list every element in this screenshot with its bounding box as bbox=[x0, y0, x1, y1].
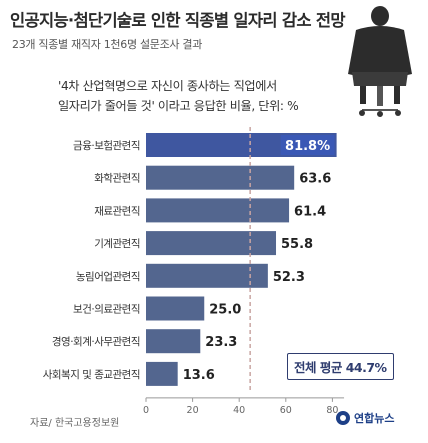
category-label: 기계관련직 bbox=[94, 238, 140, 250]
category-label: 농림어업관련직 bbox=[76, 270, 140, 283]
source-text: 자료/ 한국고용정보원 bbox=[30, 418, 120, 429]
chart-subtitle: 23개 직종별 재직자 1천6명 설문조사 결과 bbox=[12, 38, 203, 51]
x-tick-label: 20 bbox=[187, 405, 199, 416]
value-label: 52.3 bbox=[273, 270, 305, 285]
yonhap-logo: 연합뉴스 bbox=[336, 410, 394, 426]
value-label-background bbox=[280, 135, 335, 155]
chart-title: 인공지능·첨단기술로 인한 직종별 일자리 감소 전망 bbox=[10, 11, 346, 30]
x-tick-label: 80 bbox=[326, 405, 338, 416]
x-tick-label: 0 bbox=[143, 405, 149, 416]
x-tick-label: 40 bbox=[233, 405, 245, 416]
category-label: 금융·보험관련직 bbox=[73, 140, 140, 152]
chart-note: '4차 산업혁명으로 자신이 종사하는 직업에서 일자리가 줄어들 것' 이라고… bbox=[58, 76, 299, 116]
yonhap-logo-icon bbox=[336, 411, 350, 425]
category-label: 보건·의료관련직 bbox=[73, 304, 140, 316]
value-label: 13.6 bbox=[183, 368, 215, 383]
bars-group: 금융·보험관련직 81.8% 화학관련직 63.6 재료관련직 61.4 기계관련직 55.8… bbox=[43, 127, 345, 416]
bar bbox=[146, 165, 295, 190]
value-label: 81.8% bbox=[285, 139, 330, 154]
bar bbox=[146, 296, 205, 321]
average-label-box: 전체 평균 44.7% bbox=[287, 353, 394, 380]
bar bbox=[146, 329, 201, 354]
value-label: 63.6 bbox=[299, 172, 331, 187]
bar bbox=[146, 263, 268, 288]
category-label: 경영·회계·사무관련직 bbox=[52, 335, 140, 348]
note-line-1: '4차 산업혁명으로 자신이 종사하는 직업에서 bbox=[58, 79, 277, 93]
category-label: 화학관련직 bbox=[94, 173, 140, 185]
value-label: 61.4 bbox=[294, 204, 326, 219]
bar bbox=[146, 361, 178, 386]
category-label: 사회복지 및 종교관련직 bbox=[43, 369, 140, 381]
value-label: 23.3 bbox=[205, 335, 237, 350]
logo-text: 연합뉴스 bbox=[354, 412, 395, 425]
category-label: 재료관련직 bbox=[94, 205, 140, 217]
value-label: 55.8 bbox=[281, 237, 313, 252]
note-line-2: 일자리가 줄어들 것' 이라고 응답한 비율, 단위: % bbox=[58, 99, 299, 113]
x-tick-label: 60 bbox=[280, 405, 292, 416]
bar bbox=[146, 198, 290, 223]
seated-person-illustration bbox=[348, 6, 412, 117]
value-label: 25.0 bbox=[209, 303, 241, 318]
bar bbox=[146, 231, 277, 256]
